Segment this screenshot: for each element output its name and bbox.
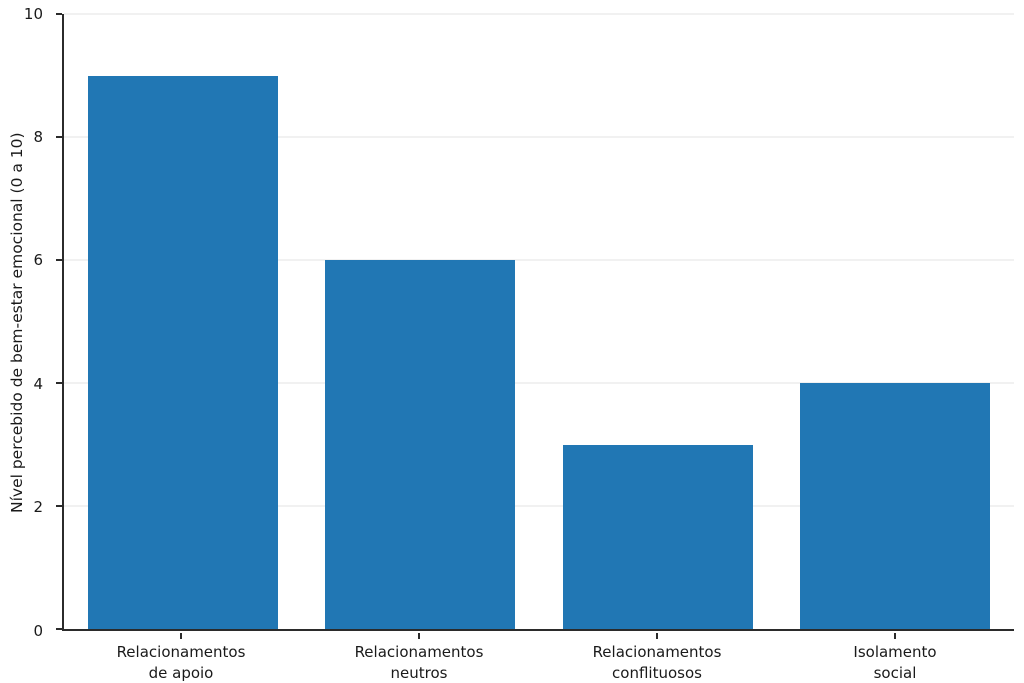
x-tick xyxy=(894,633,896,639)
x-slot: Relacionamentos conflituosos xyxy=(538,633,776,683)
x-slot: Relacionamentos de apoio xyxy=(62,633,300,683)
bar-slot xyxy=(539,14,777,629)
y-tick xyxy=(56,628,62,630)
bar-slot xyxy=(302,14,540,629)
y-tick xyxy=(56,505,62,507)
x-tick xyxy=(656,633,658,639)
y-tick xyxy=(56,382,62,384)
x-tick xyxy=(418,633,420,639)
y-axis-ticks: 0 2 4 6 8 10 xyxy=(0,6,56,638)
y-tick-label: 10 xyxy=(23,4,43,23)
x-tick xyxy=(180,633,182,639)
x-tick-label: Relacionamentos de apoio xyxy=(116,643,246,682)
y-tick xyxy=(56,259,62,261)
gridline xyxy=(64,136,1014,138)
bars-row xyxy=(64,14,1014,629)
bar-slot xyxy=(64,14,302,629)
bar xyxy=(562,444,753,629)
bar xyxy=(800,383,991,629)
gridline xyxy=(64,505,1014,507)
y-tick xyxy=(56,136,62,138)
plot-area xyxy=(56,13,1014,631)
y-tick-label: 6 xyxy=(33,251,43,270)
y-tick-label: 4 xyxy=(33,374,43,393)
y-tick xyxy=(56,13,62,15)
gridline xyxy=(64,382,1014,384)
y-tick-label: 8 xyxy=(33,127,43,146)
x-tick-label: Relacionamentos conflituosos xyxy=(592,643,722,682)
x-tick-label: Relacionamentos neutros xyxy=(354,643,484,682)
y-tick-label: 0 xyxy=(33,621,43,640)
bar xyxy=(87,75,278,629)
x-slot: Relacionamentos neutros xyxy=(300,633,538,683)
bar-slot xyxy=(777,14,1015,629)
x-slot: Isolamento social xyxy=(776,633,1014,683)
gridline xyxy=(64,13,1014,15)
x-axis-row: Relacionamentos de apoio Relacionamentos … xyxy=(62,633,1014,683)
bar xyxy=(325,260,516,629)
gridline xyxy=(64,259,1014,261)
x-tick-label: Isolamento social xyxy=(853,643,937,682)
y-tick-label: 2 xyxy=(33,498,43,517)
